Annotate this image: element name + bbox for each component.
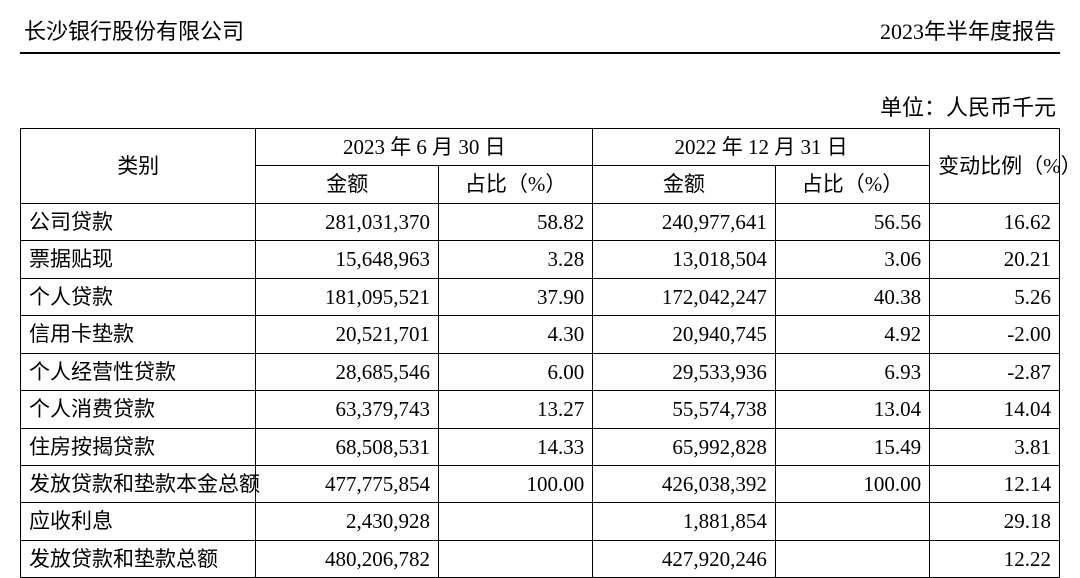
cell-amount-2: 426,038,392 xyxy=(593,465,776,502)
cell-amount-1: 20,521,701 xyxy=(256,316,439,353)
company-name: 长沙银行股份有限公司 xyxy=(24,14,244,46)
cell-amount-1: 68,508,531 xyxy=(256,428,439,465)
cell-amount-1: 281,031,370 xyxy=(256,203,439,240)
cell-category: 应收利息 xyxy=(21,503,256,540)
cell-category: 发放贷款和垫款本金总额 xyxy=(21,465,256,502)
cell-amount-2: 55,574,738 xyxy=(593,391,776,428)
cell-change: 12.14 xyxy=(930,465,1060,502)
cell-pct-1: 100.00 xyxy=(439,465,593,502)
cell-change: 29.18 xyxy=(930,503,1060,540)
cell-pct-1: 3.28 xyxy=(439,241,593,278)
table-row: 个人消费贷款63,379,74313.2755,574,73813.0414.0… xyxy=(21,391,1060,428)
th-change: 变动比例（%） xyxy=(930,129,1060,204)
cell-pct-2 xyxy=(775,503,929,540)
cell-amount-1: 15,648,963 xyxy=(256,241,439,278)
cell-pct-1 xyxy=(439,540,593,577)
th-period1: 2023 年 6 月 30 日 xyxy=(256,129,593,166)
cell-category: 个人经营性贷款 xyxy=(21,353,256,390)
cell-change: -2.00 xyxy=(930,316,1060,353)
table-row: 发放贷款和垫款本金总额477,775,854100.00426,038,3921… xyxy=(21,465,1060,502)
cell-category: 住房按揭贷款 xyxy=(21,428,256,465)
table-row: 个人经营性贷款28,685,5466.0029,533,9366.93-2.87 xyxy=(21,353,1060,390)
cell-change: 12.22 xyxy=(930,540,1060,577)
cell-pct-1: 14.33 xyxy=(439,428,593,465)
cell-pct-2: 100.00 xyxy=(775,465,929,502)
cell-change: -2.87 xyxy=(930,353,1060,390)
cell-pct-1: 58.82 xyxy=(439,203,593,240)
cell-amount-1: 181,095,521 xyxy=(256,278,439,315)
cell-change: 3.81 xyxy=(930,428,1060,465)
th-amount-1: 金额 xyxy=(256,166,439,203)
cell-change: 20.21 xyxy=(930,241,1060,278)
cell-amount-2: 1,881,854 xyxy=(593,503,776,540)
report-title: 2023年半年度报告 xyxy=(880,14,1056,46)
cell-amount-1: 2,430,928 xyxy=(256,503,439,540)
cell-category: 信用卡垫款 xyxy=(21,316,256,353)
table-row: 发放贷款和垫款总额480,206,782 427,920,246 12.22 xyxy=(21,540,1060,577)
cell-pct-1: 13.27 xyxy=(439,391,593,428)
table-row: 应收利息2,430,928 1,881,854 29.18 xyxy=(21,503,1060,540)
cell-pct-2: 13.04 xyxy=(775,391,929,428)
page-header: 长沙银行股份有限公司 2023年半年度报告 xyxy=(20,0,1060,52)
cell-pct-2: 15.49 xyxy=(775,428,929,465)
cell-category: 公司贷款 xyxy=(21,203,256,240)
cell-pct-2: 56.56 xyxy=(775,203,929,240)
header-rule xyxy=(20,52,1060,54)
th-amount-2: 金额 xyxy=(593,166,776,203)
cell-pct-2: 6.93 xyxy=(775,353,929,390)
cell-amount-2: 427,920,246 xyxy=(593,540,776,577)
table-body: 公司贷款281,031,37058.82240,977,64156.5616.6… xyxy=(21,203,1060,577)
unit-label: 单位：人民币千元 xyxy=(20,90,1060,128)
cell-amount-2: 13,018,504 xyxy=(593,241,776,278)
th-pct-2: 占比（%） xyxy=(775,166,929,203)
cell-pct-2: 40.38 xyxy=(775,278,929,315)
cell-amount-2: 65,992,828 xyxy=(593,428,776,465)
cell-pct-2: 4.92 xyxy=(775,316,929,353)
cell-amount-2: 240,977,641 xyxy=(593,203,776,240)
cell-amount-1: 28,685,546 xyxy=(256,353,439,390)
cell-amount-1: 480,206,782 xyxy=(256,540,439,577)
table-row: 个人贷款181,095,52137.90172,042,24740.385.26 xyxy=(21,278,1060,315)
cell-category: 个人消费贷款 xyxy=(21,391,256,428)
cell-amount-2: 29,533,936 xyxy=(593,353,776,390)
cell-pct-2 xyxy=(775,540,929,577)
cell-pct-2: 3.06 xyxy=(775,241,929,278)
cell-pct-1: 4.30 xyxy=(439,316,593,353)
cell-change: 14.04 xyxy=(930,391,1060,428)
cell-change: 16.62 xyxy=(930,203,1060,240)
table-row: 住房按揭贷款68,508,53114.3365,992,82815.493.81 xyxy=(21,428,1060,465)
cell-pct-1 xyxy=(439,503,593,540)
th-period2: 2022 年 12 月 31 日 xyxy=(593,129,930,166)
cell-pct-1: 6.00 xyxy=(439,353,593,390)
cell-amount-1: 63,379,743 xyxy=(256,391,439,428)
th-category: 类别 xyxy=(21,129,256,204)
cell-change: 5.26 xyxy=(930,278,1060,315)
cell-category: 个人贷款 xyxy=(21,278,256,315)
table-row: 公司贷款281,031,37058.82240,977,64156.5616.6… xyxy=(21,203,1060,240)
th-pct-1: 占比（%） xyxy=(439,166,593,203)
cell-amount-1: 477,775,854 xyxy=(256,465,439,502)
cell-category: 票据贴现 xyxy=(21,241,256,278)
table-head: 类别 2023 年 6 月 30 日 2022 年 12 月 31 日 变动比例… xyxy=(21,129,1060,204)
cell-pct-1: 37.90 xyxy=(439,278,593,315)
cell-category: 发放贷款和垫款总额 xyxy=(21,540,256,577)
report-page: 长沙银行股份有限公司 2023年半年度报告 单位：人民币千元 类别 2023 年… xyxy=(0,0,1080,578)
table-row: 信用卡垫款20,521,7014.3020,940,7454.92-2.00 xyxy=(21,316,1060,353)
loan-structure-table: 类别 2023 年 6 月 30 日 2022 年 12 月 31 日 变动比例… xyxy=(20,128,1060,578)
cell-amount-2: 20,940,745 xyxy=(593,316,776,353)
cell-amount-2: 172,042,247 xyxy=(593,278,776,315)
table-row: 票据贴现15,648,9633.2813,018,5043.0620.21 xyxy=(21,241,1060,278)
